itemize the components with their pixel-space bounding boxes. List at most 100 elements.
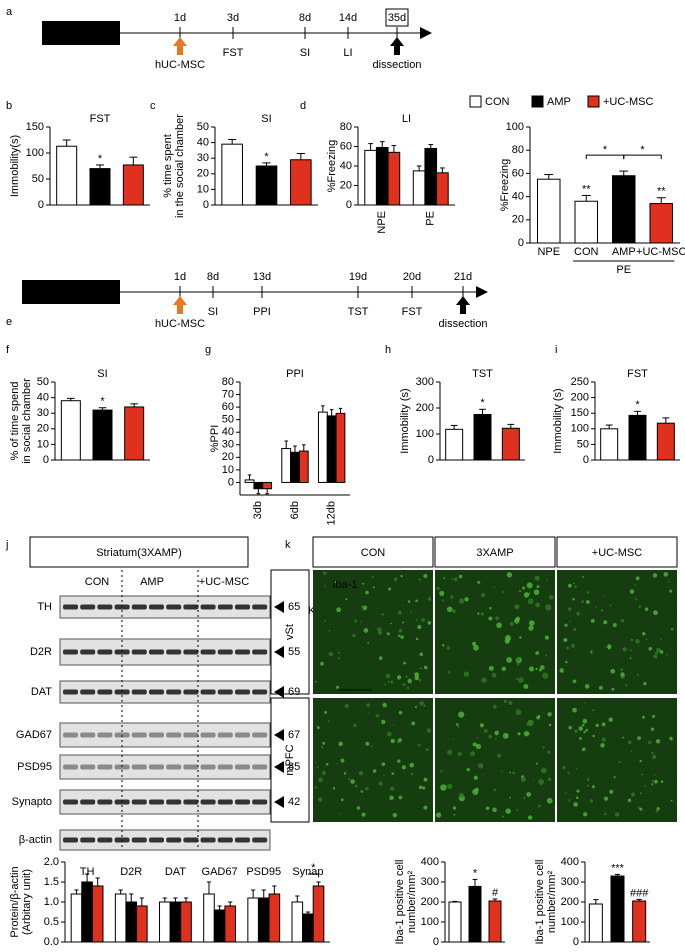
y-tick-label: 0 <box>228 476 234 488</box>
blot-band <box>166 764 182 770</box>
microglia <box>567 583 572 588</box>
y-tick-label: 10 <box>37 438 49 450</box>
microglia <box>542 746 545 749</box>
microglia <box>519 590 521 593</box>
group-label: PE <box>616 264 631 276</box>
timeline-event: hUC-MSC <box>155 59 205 71</box>
timeline-start-label: Escalating <box>43 281 98 293</box>
blot-pointer <box>274 761 284 773</box>
microglia <box>477 580 481 584</box>
microglia <box>595 606 597 608</box>
microglia <box>627 798 632 803</box>
microglia <box>414 705 418 709</box>
y-tick-label: 20 <box>197 168 209 180</box>
microglia <box>400 635 404 639</box>
bar <box>70 893 83 943</box>
microglia <box>339 813 341 815</box>
significance-mark: * <box>640 144 645 156</box>
microglia <box>345 598 348 601</box>
timeline-event: dissection <box>373 59 422 71</box>
y-tick-label: 20 <box>222 451 234 463</box>
event-arrow <box>173 37 187 55</box>
microglia <box>447 749 453 755</box>
microglia <box>630 750 633 753</box>
blot-title-box <box>29 536 249 568</box>
microglia <box>335 685 340 689</box>
microglia <box>384 683 386 686</box>
blot-band <box>200 689 216 695</box>
y-tick-label: 100 <box>506 121 524 133</box>
microglia <box>653 610 658 616</box>
microglia <box>506 572 513 578</box>
legend-swatch <box>587 95 600 108</box>
bar <box>468 885 482 943</box>
microglia <box>475 743 482 750</box>
microglia <box>458 711 465 718</box>
microglia <box>441 599 444 602</box>
timeline-day: 20d <box>403 271 421 283</box>
bar <box>60 400 81 461</box>
panel-letter: b <box>6 100 12 112</box>
y-tick-label: 80 <box>222 376 234 388</box>
bar <box>114 893 127 943</box>
microglia <box>563 637 568 642</box>
y-tick-label: 250 <box>571 376 589 388</box>
blot-pointer <box>274 646 284 658</box>
blot-band <box>63 732 78 738</box>
bar <box>262 481 273 490</box>
microglia <box>332 787 336 790</box>
blot-kda: 65 <box>288 601 300 613</box>
blot-band <box>183 649 199 655</box>
y-tick-label: 40 <box>197 137 209 149</box>
significance-mark: * <box>100 396 105 408</box>
panel-letter: j <box>5 539 8 551</box>
y-axis-label: in social chamber <box>21 378 33 464</box>
bar <box>649 203 673 244</box>
microglia <box>418 678 422 682</box>
microglia <box>547 712 552 717</box>
timeline-day: 1d <box>174 12 186 24</box>
blot-column: +UC-MSC <box>199 576 249 588</box>
microglia <box>480 592 486 598</box>
microglia <box>362 609 364 611</box>
timeline-event: TST <box>348 306 369 318</box>
microglia <box>651 779 655 783</box>
significance-mark: * <box>311 862 316 874</box>
blot-band <box>131 689 147 695</box>
microglia <box>600 608 604 612</box>
microglia <box>472 742 477 747</box>
y-tick-label: 200 <box>571 392 589 404</box>
bar <box>91 885 104 943</box>
microglia <box>573 582 575 585</box>
microglia <box>481 677 487 683</box>
legend-swatch <box>531 95 544 108</box>
microglia <box>386 731 392 737</box>
blot-band <box>97 689 113 695</box>
microglia <box>354 619 358 623</box>
microglia <box>653 774 656 776</box>
blot-band <box>217 837 233 843</box>
microglia <box>494 730 499 736</box>
x-tick-label: Synap <box>292 866 323 878</box>
y-tick-label: 1.5 <box>44 876 59 888</box>
blot-band <box>183 732 199 738</box>
microglia <box>455 723 459 726</box>
blot-band <box>149 689 164 695</box>
microglia <box>573 627 577 631</box>
microglia <box>421 617 425 622</box>
microglia <box>527 598 534 605</box>
microglia <box>440 770 443 773</box>
microglia <box>409 762 415 768</box>
microglia <box>520 777 526 783</box>
microglia <box>362 582 365 585</box>
microglia <box>528 592 531 594</box>
y-axis-label: %PPI <box>209 425 221 453</box>
microglia <box>477 612 480 615</box>
chart-title: LI <box>402 113 411 125</box>
bar <box>180 901 192 943</box>
microglia <box>535 602 540 608</box>
blot-band <box>252 689 268 695</box>
blot-band <box>183 837 199 843</box>
y-tick-label: 80 <box>340 121 352 133</box>
y-tick-label: 70 <box>222 388 234 400</box>
